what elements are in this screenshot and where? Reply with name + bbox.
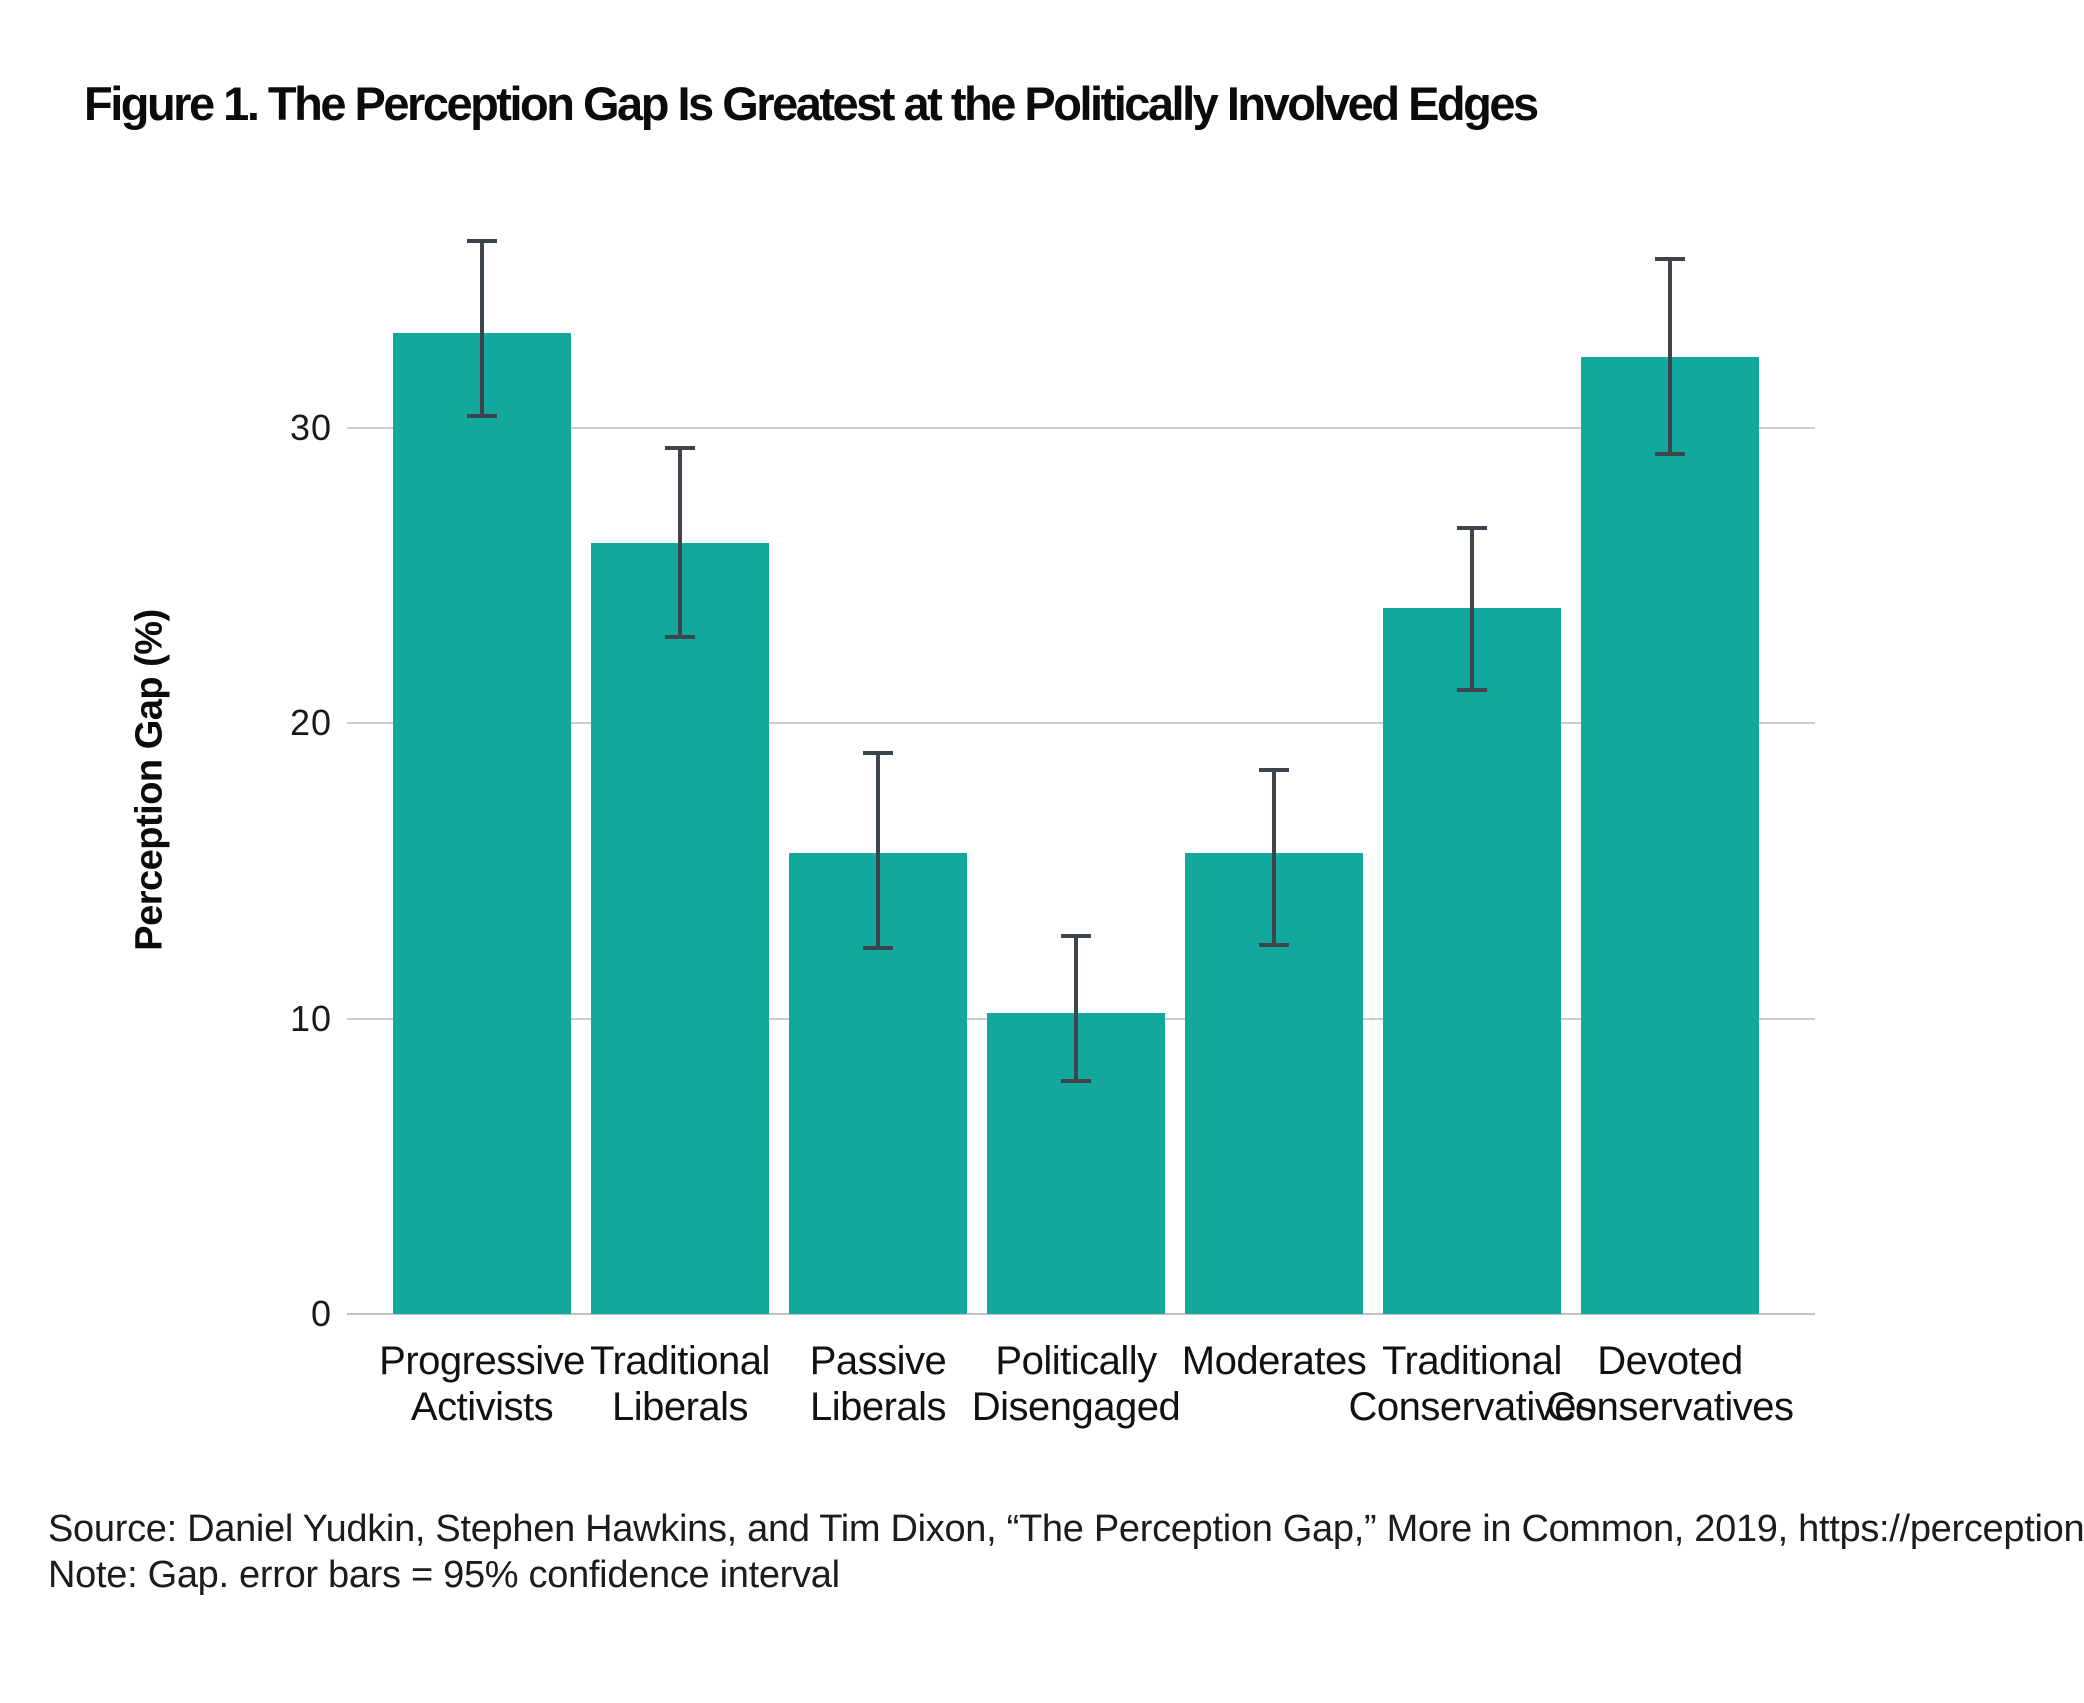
error-bar-line	[480, 241, 484, 416]
x-axis-label-line: Devoted	[1597, 1339, 1743, 1383]
figure-title: Figure 1. The Perception Gap Is Greatest…	[84, 77, 1539, 130]
x-axis-label: Traditional Liberals	[548, 1338, 812, 1430]
error-bar-cap-bottom	[1457, 688, 1487, 693]
x-axis-baseline	[347, 1313, 1815, 1315]
gridline	[347, 426, 1815, 429]
x-axis-label-line: Liberals	[611, 1385, 749, 1429]
error-bar-line	[1470, 527, 1474, 691]
y-tick-label: 10	[289, 997, 332, 1039]
error-bar-cap-bottom	[1655, 452, 1685, 457]
error-bar-line	[876, 752, 880, 948]
error-bar-cap-bottom	[1259, 942, 1289, 947]
error-bar-cap-bottom	[467, 413, 497, 418]
x-axis-label: Progressive Activists	[350, 1338, 614, 1430]
error-bar-cap-top	[1061, 933, 1091, 938]
x-axis-label-line: Passive	[809, 1339, 947, 1383]
x-axis-label-line: Traditional	[590, 1339, 770, 1383]
x-axis-label: Passive Liberals	[746, 1338, 1010, 1430]
error-bar-cap-top	[1259, 768, 1289, 773]
x-axis-label-line: Conservatives	[1546, 1385, 1794, 1429]
x-axis-label-line: Disengaged	[971, 1385, 1181, 1429]
y-tick-label: 0	[310, 1293, 332, 1334]
y-tick-label: 30	[289, 406, 332, 448]
gridline	[347, 722, 1815, 724]
chart-area: 0 10 20 30 Progressive Activists Traditional Li…	[289, 239, 1815, 1430]
error-bar-line	[1074, 935, 1078, 1081]
error-bar-line	[678, 448, 682, 638]
x-axis-label: Traditional Conservatives	[1340, 1338, 1604, 1430]
source-line: Source: Daniel Yudkin, Stephen Hawkins, …	[48, 1508, 2084, 1550]
figure-footer: Source: Daniel Yudkin, Stephen Hawkins, …	[48, 1506, 2084, 1598]
error-bar-cap-bottom	[665, 635, 695, 640]
x-axis-label: Devoted Conservatives	[1538, 1338, 1802, 1430]
note-line: Note: Gap. error bars = 95% confidence i…	[48, 1554, 840, 1596]
error-bar-cap-bottom	[863, 945, 893, 950]
error-bar-cap-top	[467, 239, 497, 244]
error-bar-cap-bottom	[1061, 1078, 1091, 1083]
error-bar-cap-top	[665, 446, 695, 451]
bar	[591, 542, 769, 1314]
x-axis-label: Politically Disengaged	[944, 1338, 1208, 1430]
error-bar-cap-top	[863, 750, 893, 755]
y-tick-label: 20	[289, 702, 332, 743]
x-axis-label-line: Progressive	[379, 1339, 585, 1383]
x-axis-label-line: Traditional	[1382, 1339, 1562, 1383]
x-axis-label-line: Moderates	[1181, 1339, 1367, 1383]
bar	[1581, 356, 1759, 1314]
error-bar-cap-top	[1655, 257, 1685, 262]
bar	[1383, 607, 1561, 1314]
x-axis-label: Moderates	[1142, 1338, 1406, 1384]
x-axis-label-line: Politically	[995, 1339, 1157, 1383]
bar	[393, 332, 571, 1314]
x-axis-label-line: Activists	[410, 1385, 554, 1429]
error-bar-line	[1272, 770, 1276, 945]
error-bar-cap-top	[1457, 525, 1487, 530]
error-bar-line	[1668, 259, 1672, 455]
x-axis-label-line: Conservatives	[1348, 1385, 1596, 1429]
x-axis-label-line: Liberals	[809, 1385, 947, 1429]
